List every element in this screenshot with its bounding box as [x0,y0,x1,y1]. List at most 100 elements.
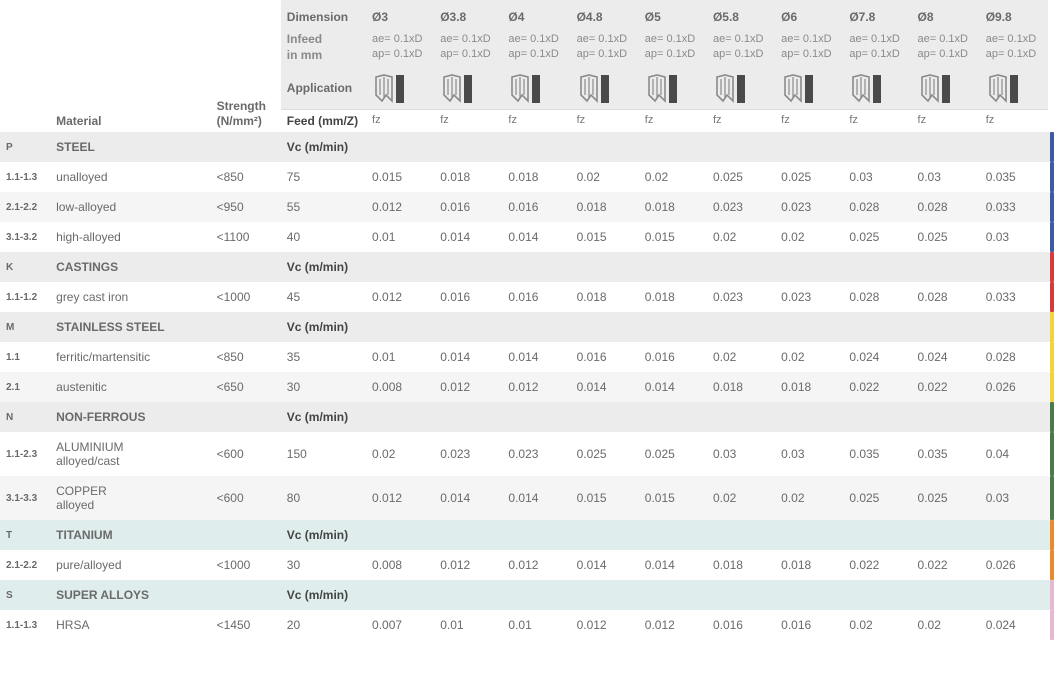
strength-value: <1450 [211,610,281,640]
strength-header: Strength (N/mm²) [211,0,281,132]
feed-value-1: 0.014 [434,342,502,372]
strength-value: <650 [211,372,281,402]
category-name: STEEL [50,132,210,162]
feed-label: Feed (mm/Z) [281,110,366,133]
material-name: high-alloyed [50,222,210,252]
feed-value-6: 0.02 [775,476,843,520]
feed-value-6: 0.023 [775,192,843,222]
feed-value-2: 0.016 [502,192,570,222]
fz-7: fz [843,110,911,133]
strength-value: <950 [211,192,281,222]
dim-5: Ø5.8 [707,0,775,28]
feed-value-1: 0.023 [434,432,502,476]
strength-value: <1100 [211,222,281,252]
category-name: STAINLESS STEEL [50,312,210,342]
app-icon-8 [912,67,980,110]
vc-label: Vc (m/min) [281,132,366,162]
feed-value-4: 0.018 [639,192,707,222]
material-name: HRSA [50,610,210,640]
feed-value-9: 0.03 [980,476,1048,520]
category-code: N [0,402,50,432]
feed-value-1: 0.012 [434,372,502,402]
row-code: 1.1 [0,342,50,372]
dim-3: Ø4.8 [571,0,639,28]
data-row: 3.1-3.2 high-alloyed <1100 400.010.0140.… [0,222,1054,252]
feed-value-9: 0.026 [980,550,1048,580]
feed-value-4: 0.016 [639,342,707,372]
category-row: K CASTINGS Vc (m/min) [0,252,1054,282]
material-name: low-alloyed [50,192,210,222]
vc-value: 45 [281,282,366,312]
category-code: K [0,252,50,282]
inf-6: ae= 0.1xDap= 0.1xD [775,28,843,67]
dim-1: Ø3.8 [434,0,502,28]
cutting-data-table: Material Strength (N/mm²) Dimension Ø3 Ø… [0,0,1054,640]
feed-value-2: 0.01 [502,610,570,640]
category-code: S [0,580,50,610]
row-code: 2.1 [0,372,50,402]
feed-value-6: 0.023 [775,282,843,312]
data-row: 2.1-2.2 low-alloyed <950 550.0120.0160.0… [0,192,1054,222]
feed-value-7: 0.02 [843,610,911,640]
row-code: 2.1-2.2 [0,192,50,222]
material-name: austenitic [50,372,210,402]
vc-value: 35 [281,342,366,372]
vc-value: 75 [281,162,366,192]
category-row: S SUPER ALLOYS Vc (m/min) [0,580,1054,610]
inf-1: ae= 0.1xDap= 0.1xD [434,28,502,67]
color-bar [1048,610,1054,640]
feed-value-7: 0.022 [843,550,911,580]
material-name: ALUMINIUMalloyed/cast [50,432,210,476]
color-bar [1048,402,1054,432]
feed-value-2: 0.014 [502,342,570,372]
vc-label: Vc (m/min) [281,580,366,610]
feed-value-6: 0.016 [775,610,843,640]
feed-value-7: 0.025 [843,476,911,520]
strength-value: <1000 [211,550,281,580]
vc-label: Vc (m/min) [281,252,366,282]
inf-4: ae= 0.1xDap= 0.1xD [639,28,707,67]
color-bar [1048,282,1054,312]
feed-value-4: 0.015 [639,222,707,252]
material-name: COPPERalloyed [50,476,210,520]
data-row: 1.1-1.3 HRSA <1450 200.0070.010.010.0120… [0,610,1054,640]
vc-label: Vc (m/min) [281,520,366,550]
feed-value-4: 0.015 [639,476,707,520]
row-code: 1.1-1.3 [0,162,50,192]
feed-value-0: 0.012 [366,282,434,312]
feed-value-5: 0.02 [707,342,775,372]
material-name: ferritic/martensitic [50,342,210,372]
feed-value-1: 0.014 [434,222,502,252]
color-bar [1048,476,1054,520]
material-header: Material [50,0,210,132]
feed-value-7: 0.025 [843,222,911,252]
color-bar [1048,372,1054,402]
dim-2: Ø4 [502,0,570,28]
feed-value-0: 0.012 [366,192,434,222]
feed-value-6: 0.03 [775,432,843,476]
application-label: Application [281,67,366,110]
data-row: 2.1-2.2 pure/alloyed <1000 300.0080.0120… [0,550,1054,580]
inf-3: ae= 0.1xDap= 0.1xD [571,28,639,67]
category-code: T [0,520,50,550]
feed-value-0: 0.02 [366,432,434,476]
feed-value-6: 0.025 [775,162,843,192]
category-name: CASTINGS [50,252,210,282]
row-code: 3.1-3.3 [0,476,50,520]
row-code: 3.1-3.2 [0,222,50,252]
feed-value-8: 0.024 [912,342,980,372]
feed-value-4: 0.012 [639,610,707,640]
feed-value-3: 0.02 [571,162,639,192]
feed-value-3: 0.012 [571,610,639,640]
feed-value-9: 0.028 [980,342,1048,372]
app-icon-2 [502,67,570,110]
feed-value-5: 0.018 [707,372,775,402]
category-code: P [0,132,50,162]
color-bar [1048,192,1054,222]
feed-value-1: 0.01 [434,610,502,640]
feed-value-9: 0.033 [980,282,1048,312]
feed-value-5: 0.016 [707,610,775,640]
feed-value-5: 0.02 [707,476,775,520]
inf-9: ae= 0.1xDap= 0.1xD [980,28,1048,67]
feed-value-7: 0.022 [843,372,911,402]
